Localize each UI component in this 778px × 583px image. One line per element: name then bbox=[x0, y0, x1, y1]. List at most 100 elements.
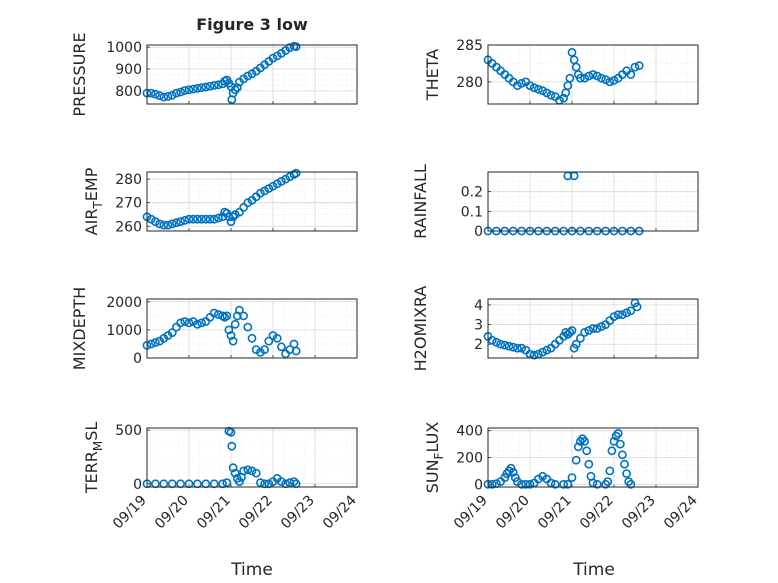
figure-title: Figure 3 low bbox=[196, 15, 308, 34]
y-axis-label: MIXDEPTH bbox=[70, 287, 89, 370]
data-point bbox=[276, 477, 286, 486]
data-point bbox=[580, 436, 589, 446]
y-axis-label: H2OMIXRA bbox=[411, 286, 430, 372]
data-point bbox=[192, 319, 202, 329]
y-tick-label: 270 bbox=[115, 196, 142, 212]
data-point bbox=[209, 81, 219, 90]
data-point bbox=[508, 467, 518, 477]
data-point bbox=[222, 478, 232, 488]
data-point bbox=[247, 333, 257, 343]
data-point bbox=[597, 73, 606, 83]
data-point bbox=[500, 340, 510, 350]
data-series bbox=[483, 428, 636, 489]
data-point bbox=[192, 214, 202, 224]
y-tick-label: 260 bbox=[115, 219, 142, 235]
data-point bbox=[243, 71, 253, 81]
data-point bbox=[603, 477, 613, 486]
y-axis-label: RAINFALL bbox=[411, 164, 430, 239]
data-point bbox=[176, 318, 185, 328]
data-point bbox=[171, 88, 181, 98]
data-point bbox=[230, 319, 240, 329]
y-axis-label-main: SUN bbox=[423, 459, 442, 493]
y-tick-label: 4 bbox=[474, 298, 483, 314]
y-axis-label: THETA bbox=[423, 49, 442, 101]
data-point bbox=[618, 310, 627, 320]
data-series bbox=[142, 305, 301, 359]
data-point bbox=[513, 343, 522, 353]
data-point bbox=[150, 89, 160, 99]
data-point bbox=[234, 477, 244, 486]
y-axis-label-suffix: LUX bbox=[423, 422, 442, 453]
subplot-theta: 280 285 THETA bbox=[423, 38, 699, 105]
data-point bbox=[576, 73, 585, 83]
data-point bbox=[521, 479, 531, 489]
data-point bbox=[276, 342, 286, 352]
data-point bbox=[213, 80, 223, 90]
data-point bbox=[197, 214, 206, 224]
y-axis-label-main: THETA bbox=[423, 49, 442, 101]
data-point bbox=[163, 220, 173, 230]
data-point bbox=[180, 86, 190, 95]
data-point bbox=[255, 478, 265, 488]
data-point bbox=[155, 91, 164, 101]
data-point bbox=[605, 466, 615, 476]
data-point bbox=[232, 83, 242, 92]
data-point bbox=[550, 479, 560, 489]
data-point bbox=[609, 312, 619, 322]
data-point bbox=[613, 428, 623, 438]
y-tick-label: 1000 bbox=[106, 40, 142, 56]
y-axis-label: AIRTEMP bbox=[82, 167, 105, 235]
y-axis-label-subscript: F bbox=[432, 452, 446, 459]
data-point bbox=[525, 479, 535, 489]
data-point bbox=[487, 479, 497, 489]
y-axis-label-suffix: SL bbox=[82, 422, 101, 441]
data-point bbox=[163, 92, 173, 101]
data-point bbox=[592, 479, 602, 489]
data-point bbox=[534, 84, 543, 94]
data-point bbox=[205, 214, 215, 224]
data-point bbox=[542, 345, 552, 355]
data-point bbox=[180, 215, 190, 225]
data-point bbox=[188, 84, 198, 94]
data-point bbox=[155, 219, 164, 229]
y-tick-label: 0 bbox=[474, 477, 483, 493]
y-axis-label-subscript: T bbox=[91, 201, 105, 210]
data-point bbox=[243, 465, 253, 475]
data-point bbox=[243, 322, 253, 332]
data-point bbox=[592, 71, 602, 81]
data-point bbox=[268, 53, 278, 63]
axes-box bbox=[487, 171, 699, 232]
data-point bbox=[632, 302, 642, 312]
y-axis-label-main: H2OMIXRA bbox=[411, 286, 430, 372]
y-axis-label-main: RAINFALL bbox=[411, 164, 430, 239]
y-axis-label: SUNFLUX bbox=[423, 422, 446, 494]
data-point bbox=[626, 306, 636, 316]
subplot-pressure: 800 900 1000 PRESSURE bbox=[70, 32, 358, 117]
x-tick-label: 09/22 bbox=[236, 493, 276, 533]
x-tick-label: 09/23 bbox=[619, 493, 659, 533]
y-tick-label: 500 bbox=[115, 423, 142, 439]
data-point bbox=[234, 305, 244, 315]
data-point bbox=[529, 83, 539, 93]
y-tick-label: 280 bbox=[115, 172, 142, 188]
y-tick-label: 400 bbox=[456, 424, 483, 440]
data-point bbox=[559, 479, 568, 489]
data-series bbox=[483, 48, 644, 105]
x-tick-label: 09/24 bbox=[320, 492, 360, 532]
data-point bbox=[201, 82, 211, 92]
data-point bbox=[272, 333, 282, 343]
data-point bbox=[171, 218, 181, 228]
y-tick-label: 0.1 bbox=[461, 204, 483, 220]
y-axis-label-main: TERR bbox=[82, 451, 101, 494]
y-tick-label: 900 bbox=[115, 62, 142, 78]
data-point bbox=[630, 62, 640, 72]
data-point bbox=[228, 463, 238, 473]
x-tick-label: 09/19 bbox=[110, 493, 150, 533]
subplot-mixdepth: 0 1000 2000 MIXDEPTH bbox=[70, 287, 358, 370]
data-point bbox=[618, 450, 627, 460]
x-tick-label: 09/21 bbox=[535, 493, 575, 533]
data-point bbox=[517, 479, 526, 489]
data-point bbox=[184, 214, 194, 224]
data-point bbox=[592, 324, 602, 333]
